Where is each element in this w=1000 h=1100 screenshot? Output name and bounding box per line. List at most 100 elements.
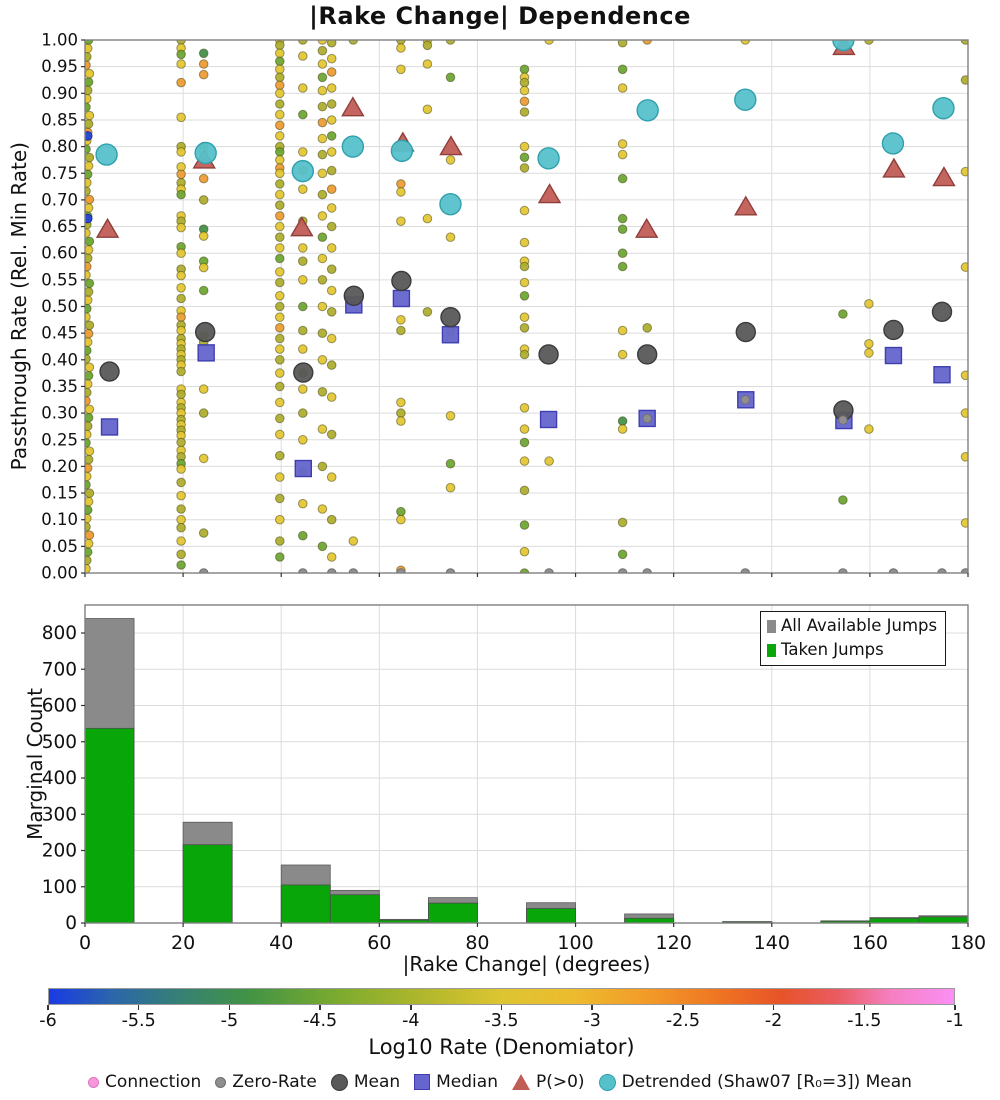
mean-marker [194,321,216,343]
scatter-point [960,166,968,177]
scatter-point [275,301,285,312]
colorbar-tick-mark [410,1005,412,1010]
scatter-point [85,52,92,62]
bottom-y-tick-label: 100 [42,877,77,898]
top-y-tick-label: 0.55 [41,270,78,289]
scatter-point [617,261,628,272]
scatter-point [617,139,628,149]
scatter-point [422,59,433,69]
scatter-point [275,168,285,179]
scatter-point [326,333,337,344]
scatter-point [176,147,186,157]
scatter-point [317,117,328,128]
top-y-tick-label: 0.10 [41,510,78,529]
scatter-point [642,323,653,333]
scatter-point [176,504,186,514]
bottom-panel-frame [84,604,969,924]
figure-legend-label: Median [436,1072,498,1092]
scatter-point [176,325,186,336]
colorbar-tick-mark [954,1005,956,1010]
detrended-marker [734,88,757,111]
scatter-point [176,490,186,501]
median-marker [884,346,903,365]
scatter-point [275,493,285,504]
scatter-point [176,49,186,60]
detrended-marker [636,99,659,122]
top-y-tick-label: 0.65 [41,217,78,236]
scatter-point [85,345,92,356]
scatter-point [617,424,628,434]
scatter-point [176,477,186,488]
scatter-point [275,120,285,131]
scatter-point [176,222,186,233]
scatter-point [864,348,874,358]
colorbar-tick-label: -2.5 [665,1011,700,1031]
scatter-point [317,253,328,264]
scatter-point [864,299,874,309]
scatter-point [617,248,628,258]
scatter-point [275,147,285,157]
median-marker [441,326,460,344]
scatter-point [298,325,308,336]
scatter-point [422,307,433,317]
bar-taken-jumps [182,844,233,923]
median-marker [933,366,951,384]
scatter-point [85,194,95,205]
scatter-point [85,261,92,272]
scatter-point [85,152,95,163]
scatter-point [396,397,406,408]
zero-rate-point [740,394,751,405]
scatter-point [326,83,337,93]
detrended-marker [390,139,414,163]
colorbar-tick-mark [863,1005,866,1010]
top-y-tick-label: 0.05 [41,537,78,556]
scatter-point [617,213,628,224]
scatter-point [298,243,308,253]
scatter-point [317,275,328,285]
scatter-point [326,184,337,194]
scatter-point [85,320,95,331]
scatter-point [317,45,328,56]
median-marker [100,418,119,436]
mean-marker [636,344,658,365]
scatter-point [317,328,328,339]
scatter-point [275,291,285,301]
scatter-point [960,408,968,418]
scatter-point [85,228,91,238]
scatter-point [275,253,285,264]
scatter-point [445,411,456,421]
scatter-point [317,211,328,221]
bottom-x-tick-label: 20 [171,932,195,954]
scatter-point [198,48,209,59]
top-y-tick-label: 0.25 [41,430,78,449]
top-y-tick-label: 1.00 [41,31,78,50]
scatter-point [326,360,337,370]
bottom-y-tick-label: 200 [42,841,77,862]
scatter-point [198,285,209,296]
scatter-point [326,203,337,213]
scatter-point [275,189,285,200]
histogram-legend-label: All Available Jumps [781,616,938,635]
scatter-point [275,344,285,354]
zero-rate-point [838,568,848,573]
mean-marker [293,362,314,383]
p-gt0-marker [95,217,120,238]
scatter-point [85,446,95,456]
scatter-point [298,301,308,312]
scatter-point [275,109,285,120]
zero-rate-point [617,568,628,573]
scatter-point [85,186,91,196]
detrended-marker [291,159,315,183]
scatter-point [326,99,337,109]
scatter-point [617,416,628,426]
scatter-point [519,291,530,301]
scatter-point [396,64,406,75]
scatter-point [275,333,285,344]
mean-marker [538,344,559,365]
histogram-legend-item: All Available Jumps [767,616,939,636]
scatter-point [198,384,209,394]
mean-marker [440,306,461,328]
scatter-point [617,517,628,528]
scatter-point [326,40,337,48]
scatter-point [85,60,91,70]
